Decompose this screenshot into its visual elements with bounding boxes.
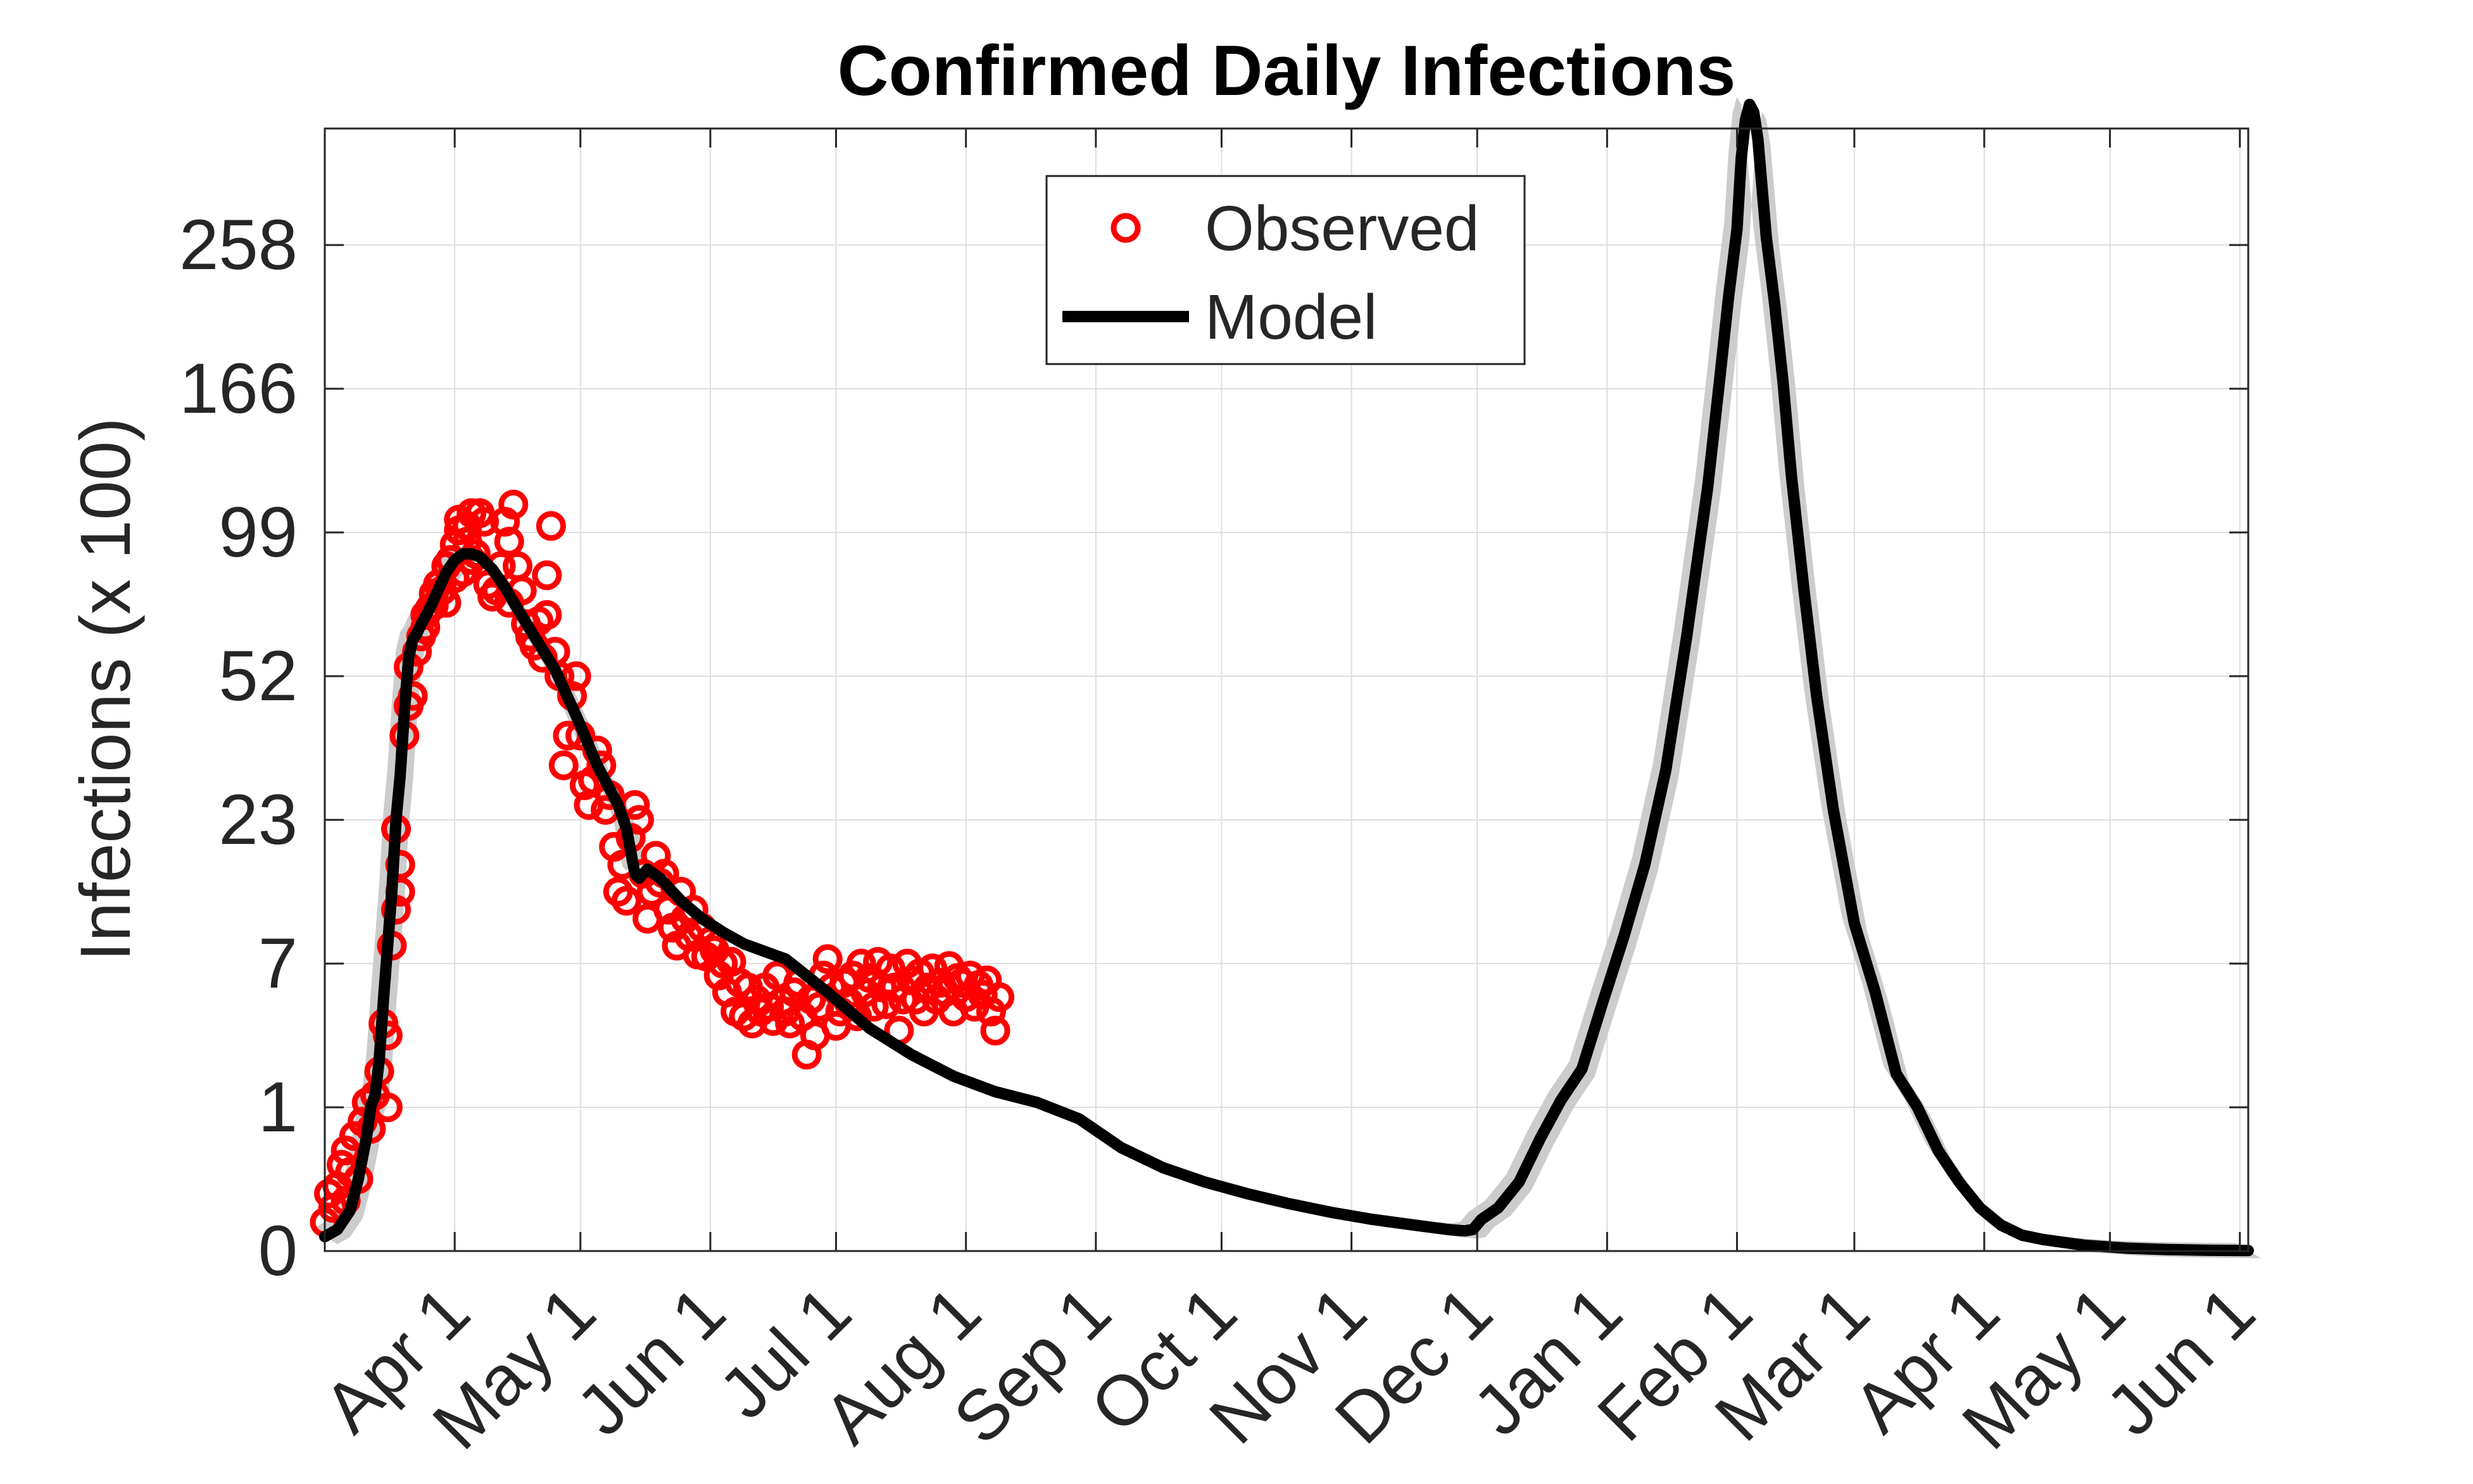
- observed-point: [980, 1016, 1010, 1046]
- legend-observed-label: Observed: [1205, 193, 1480, 264]
- y-tick-labels: 0 1 7 23 52 99 166 258: [179, 205, 298, 1290]
- observed-point: [812, 944, 843, 974]
- legend-box: [1045, 175, 1526, 365]
- y-tick-label: 7: [258, 924, 298, 1003]
- y-tick-label: 0: [258, 1211, 298, 1290]
- y-tick-label: 23: [218, 780, 298, 859]
- observed-point: [494, 527, 524, 556]
- legend-observed-marker: [1111, 213, 1141, 243]
- legend: Observed Model: [1045, 175, 1526, 365]
- axes-box: [324, 127, 2250, 1252]
- observed-point: [985, 982, 1015, 1012]
- observed-point: [548, 750, 579, 781]
- observed-point: [536, 511, 566, 541]
- observed-point: [612, 886, 641, 916]
- y-tick-label: 258: [179, 205, 298, 284]
- y-tick-label: 99: [218, 493, 298, 572]
- observed-point: [532, 600, 562, 630]
- y-tick-label: 1: [258, 1067, 298, 1147]
- observed-point: [498, 489, 529, 520]
- legend-model-label: Model: [1205, 282, 1377, 353]
- observed-point: [532, 560, 562, 591]
- y-axis-label: Infections (x 100): [66, 417, 145, 961]
- y-tick-label: 166: [179, 349, 298, 428]
- axis-ticks: [325, 129, 2248, 1252]
- chart-title: Confirmed Daily Infections: [838, 31, 1736, 110]
- y-tick-label: 52: [218, 636, 298, 715]
- model-line: [319, 98, 2254, 1257]
- observed-point: [469, 506, 499, 537]
- observed-point: [876, 953, 905, 984]
